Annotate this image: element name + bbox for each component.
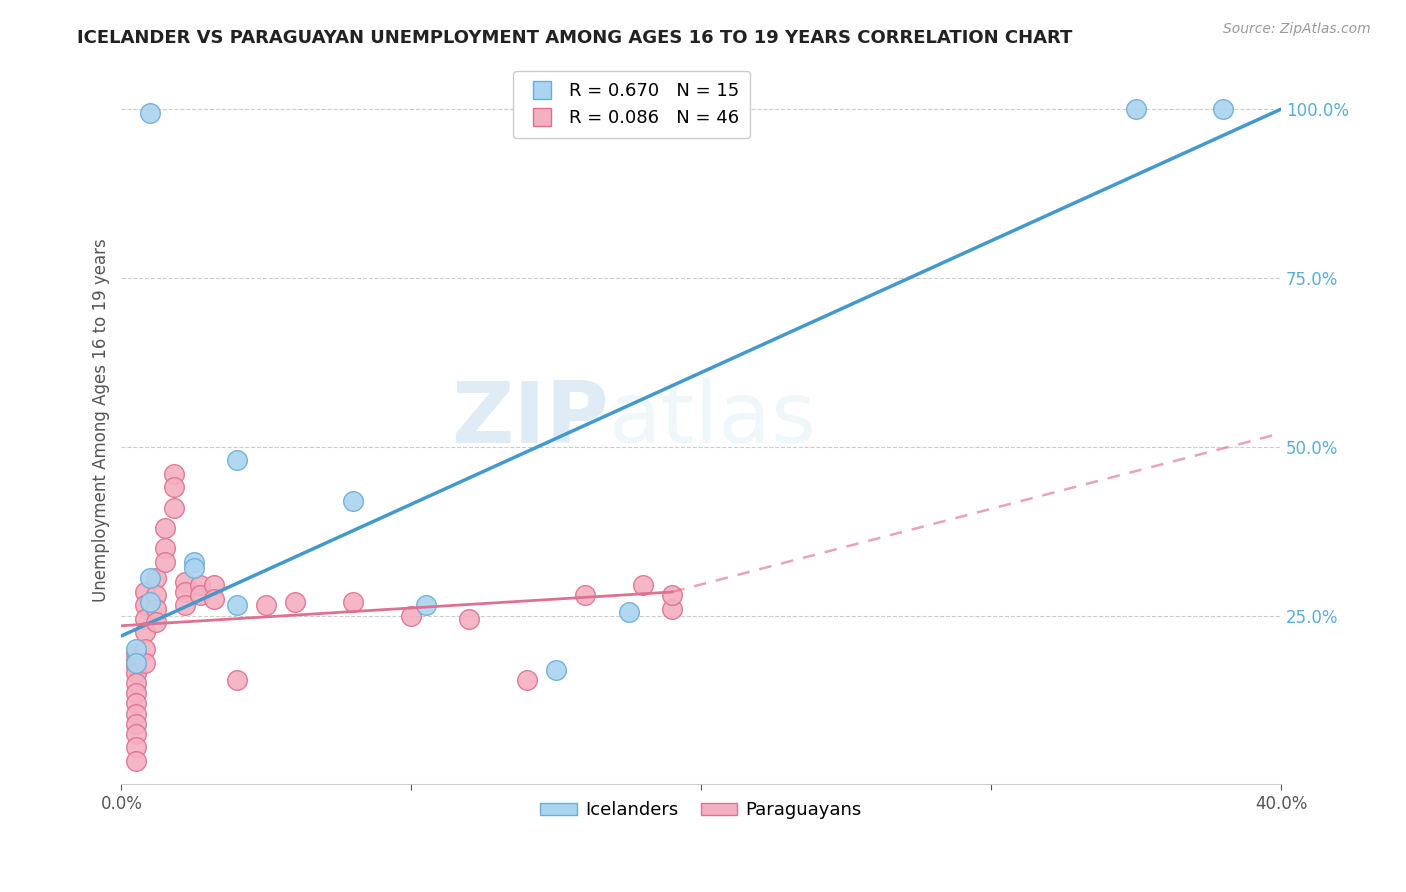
- Point: [183, 561, 205, 575]
- Y-axis label: Unemployment Among Ages 16 to 19 years: Unemployment Among Ages 16 to 19 years: [93, 238, 110, 602]
- Point: [162, 467, 184, 481]
- Point: [153, 541, 176, 555]
- Point: [458, 612, 481, 626]
- Point: [125, 740, 148, 755]
- Point: [415, 599, 437, 613]
- Point: [183, 555, 205, 569]
- Point: [661, 588, 683, 602]
- Point: [139, 572, 162, 586]
- Point: [226, 673, 249, 687]
- Point: [139, 105, 162, 120]
- Point: [342, 493, 364, 508]
- Point: [125, 659, 148, 673]
- Point: [125, 656, 148, 670]
- Text: atlas: atlas: [609, 378, 817, 461]
- Point: [202, 578, 225, 592]
- Text: ICELANDER VS PARAGUAYAN UNEMPLOYMENT AMONG AGES 16 TO 19 YEARS CORRELATION CHART: ICELANDER VS PARAGUAYAN UNEMPLOYMENT AMO…: [77, 29, 1073, 46]
- Point: [174, 574, 197, 589]
- Text: ZIP: ZIP: [451, 378, 609, 461]
- Point: [125, 665, 148, 680]
- Point: [134, 599, 156, 613]
- Point: [401, 608, 423, 623]
- Point: [125, 706, 148, 721]
- Point: [162, 480, 184, 494]
- Point: [145, 572, 167, 586]
- Point: [226, 599, 249, 613]
- Point: [661, 602, 683, 616]
- Point: [153, 521, 176, 535]
- Point: [226, 453, 249, 467]
- Point: [125, 646, 148, 660]
- Point: [546, 663, 568, 677]
- Point: [125, 676, 148, 690]
- Point: [125, 652, 148, 666]
- Point: [145, 602, 167, 616]
- Point: [254, 599, 277, 613]
- Point: [125, 642, 148, 657]
- Point: [1212, 102, 1234, 116]
- Point: [188, 588, 211, 602]
- Point: [125, 716, 148, 731]
- Point: [145, 615, 167, 630]
- Point: [202, 591, 225, 606]
- Point: [139, 595, 162, 609]
- Point: [153, 555, 176, 569]
- Point: [125, 727, 148, 741]
- Point: [174, 585, 197, 599]
- Legend: Icelanders, Paraguayans: Icelanders, Paraguayans: [533, 794, 869, 827]
- Point: [162, 500, 184, 515]
- Point: [134, 625, 156, 640]
- Point: [134, 585, 156, 599]
- Point: [342, 595, 364, 609]
- Point: [125, 697, 148, 711]
- Point: [631, 578, 654, 592]
- Point: [284, 595, 307, 609]
- Point: [134, 612, 156, 626]
- Point: [1125, 102, 1147, 116]
- Point: [174, 599, 197, 613]
- Point: [125, 754, 148, 768]
- Point: [188, 578, 211, 592]
- Point: [145, 588, 167, 602]
- Point: [134, 656, 156, 670]
- Point: [134, 642, 156, 657]
- Point: [516, 673, 538, 687]
- Point: [125, 686, 148, 700]
- Point: [617, 605, 640, 619]
- Text: Source: ZipAtlas.com: Source: ZipAtlas.com: [1223, 22, 1371, 37]
- Point: [574, 588, 596, 602]
